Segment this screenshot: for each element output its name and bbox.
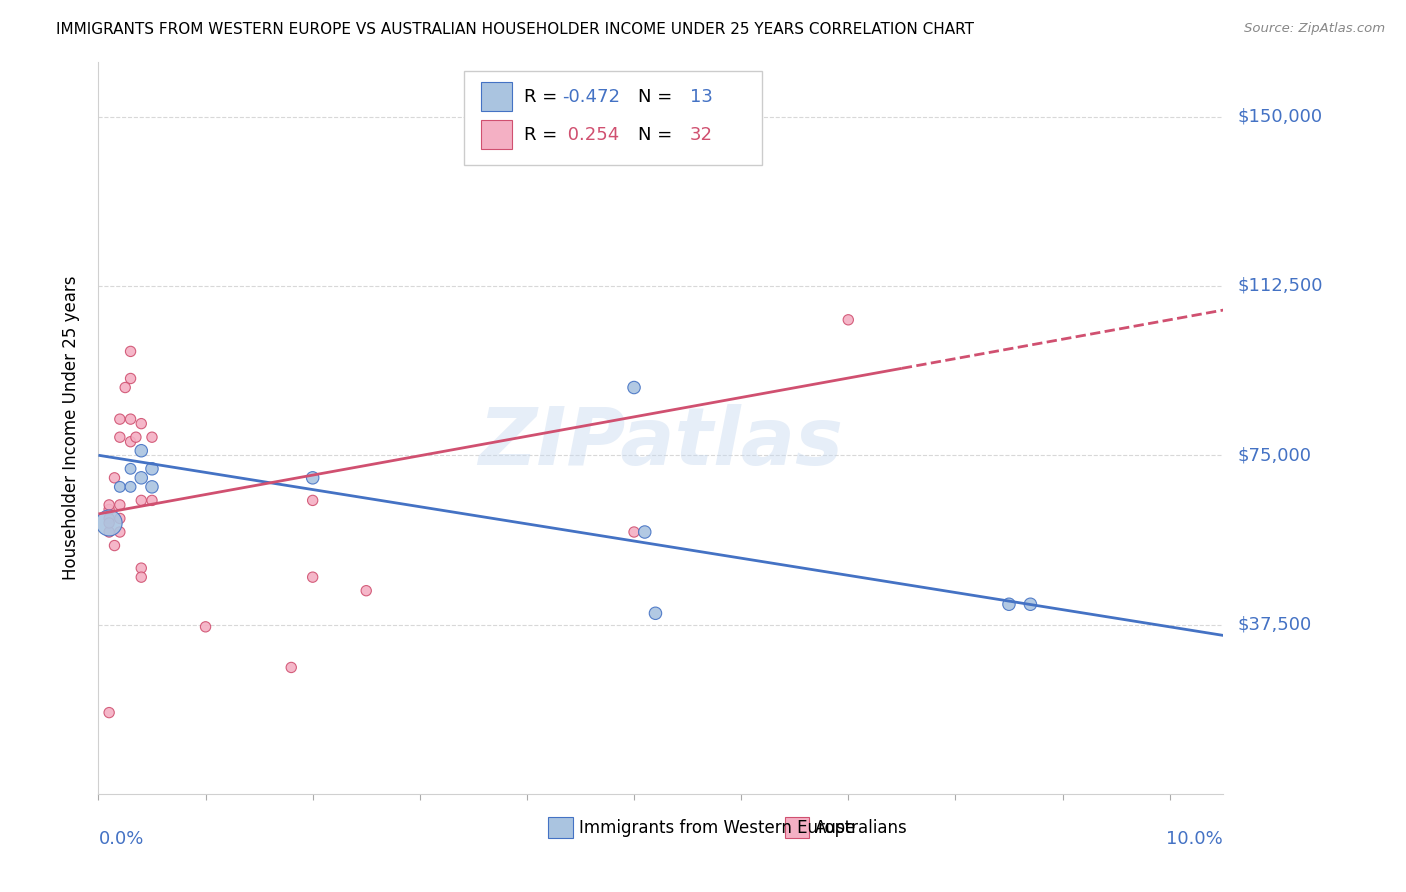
Point — [108, 498, 131, 512]
Point — [129, 417, 152, 431]
FancyBboxPatch shape — [481, 82, 512, 112]
Text: Source: ZipAtlas.com: Source: ZipAtlas.com — [1244, 22, 1385, 36]
Point — [98, 524, 121, 539]
FancyBboxPatch shape — [481, 120, 512, 150]
Point — [103, 471, 125, 485]
Point — [129, 570, 152, 584]
Point — [120, 434, 142, 449]
Point — [108, 511, 131, 525]
FancyBboxPatch shape — [464, 71, 762, 165]
Point — [98, 516, 121, 530]
Point — [114, 380, 136, 394]
Point — [129, 443, 152, 458]
Text: Australians: Australians — [815, 819, 908, 837]
Point — [354, 583, 377, 598]
Text: N =: N = — [638, 87, 678, 106]
Point — [141, 430, 163, 444]
Point — [129, 561, 152, 575]
Text: 10.0%: 10.0% — [1167, 830, 1223, 848]
Point — [125, 430, 148, 444]
Point — [129, 471, 152, 485]
FancyBboxPatch shape — [548, 816, 574, 838]
Text: R =: R = — [523, 87, 562, 106]
Text: $37,500: $37,500 — [1237, 615, 1312, 633]
Point — [98, 502, 121, 516]
Point — [120, 412, 142, 426]
Point — [623, 524, 645, 539]
Point — [98, 516, 121, 530]
Point — [98, 511, 121, 525]
Point — [301, 570, 323, 584]
Text: 32: 32 — [690, 126, 713, 144]
Y-axis label: Householder Income Under 25 years: Householder Income Under 25 years — [62, 276, 80, 581]
Point — [120, 480, 142, 494]
Text: -0.472: -0.472 — [562, 87, 620, 106]
Point — [644, 607, 666, 621]
Text: ZIPatlas: ZIPatlas — [478, 404, 844, 482]
Text: $75,000: $75,000 — [1237, 446, 1312, 464]
Point — [141, 462, 163, 476]
Point — [120, 344, 142, 359]
Point — [141, 493, 163, 508]
Point — [103, 539, 125, 553]
Text: Immigrants from Western Europe: Immigrants from Western Europe — [579, 819, 855, 837]
Point — [280, 660, 302, 674]
Text: IMMIGRANTS FROM WESTERN EUROPE VS AUSTRALIAN HOUSEHOLDER INCOME UNDER 25 YEARS C: IMMIGRANTS FROM WESTERN EUROPE VS AUSTRA… — [56, 22, 974, 37]
Text: $150,000: $150,000 — [1237, 108, 1322, 126]
Point — [120, 371, 142, 385]
Point — [98, 706, 121, 720]
Text: N =: N = — [638, 126, 678, 144]
Text: 0.254: 0.254 — [562, 126, 619, 144]
Point — [108, 480, 131, 494]
Point — [301, 493, 323, 508]
Point — [194, 620, 217, 634]
Point — [837, 313, 859, 327]
Point — [129, 493, 152, 508]
Text: 0.0%: 0.0% — [98, 830, 143, 848]
Point — [634, 524, 657, 539]
Point — [108, 430, 131, 444]
Point — [998, 597, 1021, 611]
Text: $112,500: $112,500 — [1237, 277, 1323, 295]
Text: 13: 13 — [690, 87, 713, 106]
Point — [301, 471, 323, 485]
Point — [1019, 597, 1042, 611]
Point — [108, 524, 131, 539]
Point — [108, 412, 131, 426]
FancyBboxPatch shape — [785, 816, 810, 838]
Point — [141, 480, 163, 494]
Point — [623, 380, 645, 394]
Point — [120, 462, 142, 476]
Point — [98, 498, 121, 512]
Text: R =: R = — [523, 126, 568, 144]
